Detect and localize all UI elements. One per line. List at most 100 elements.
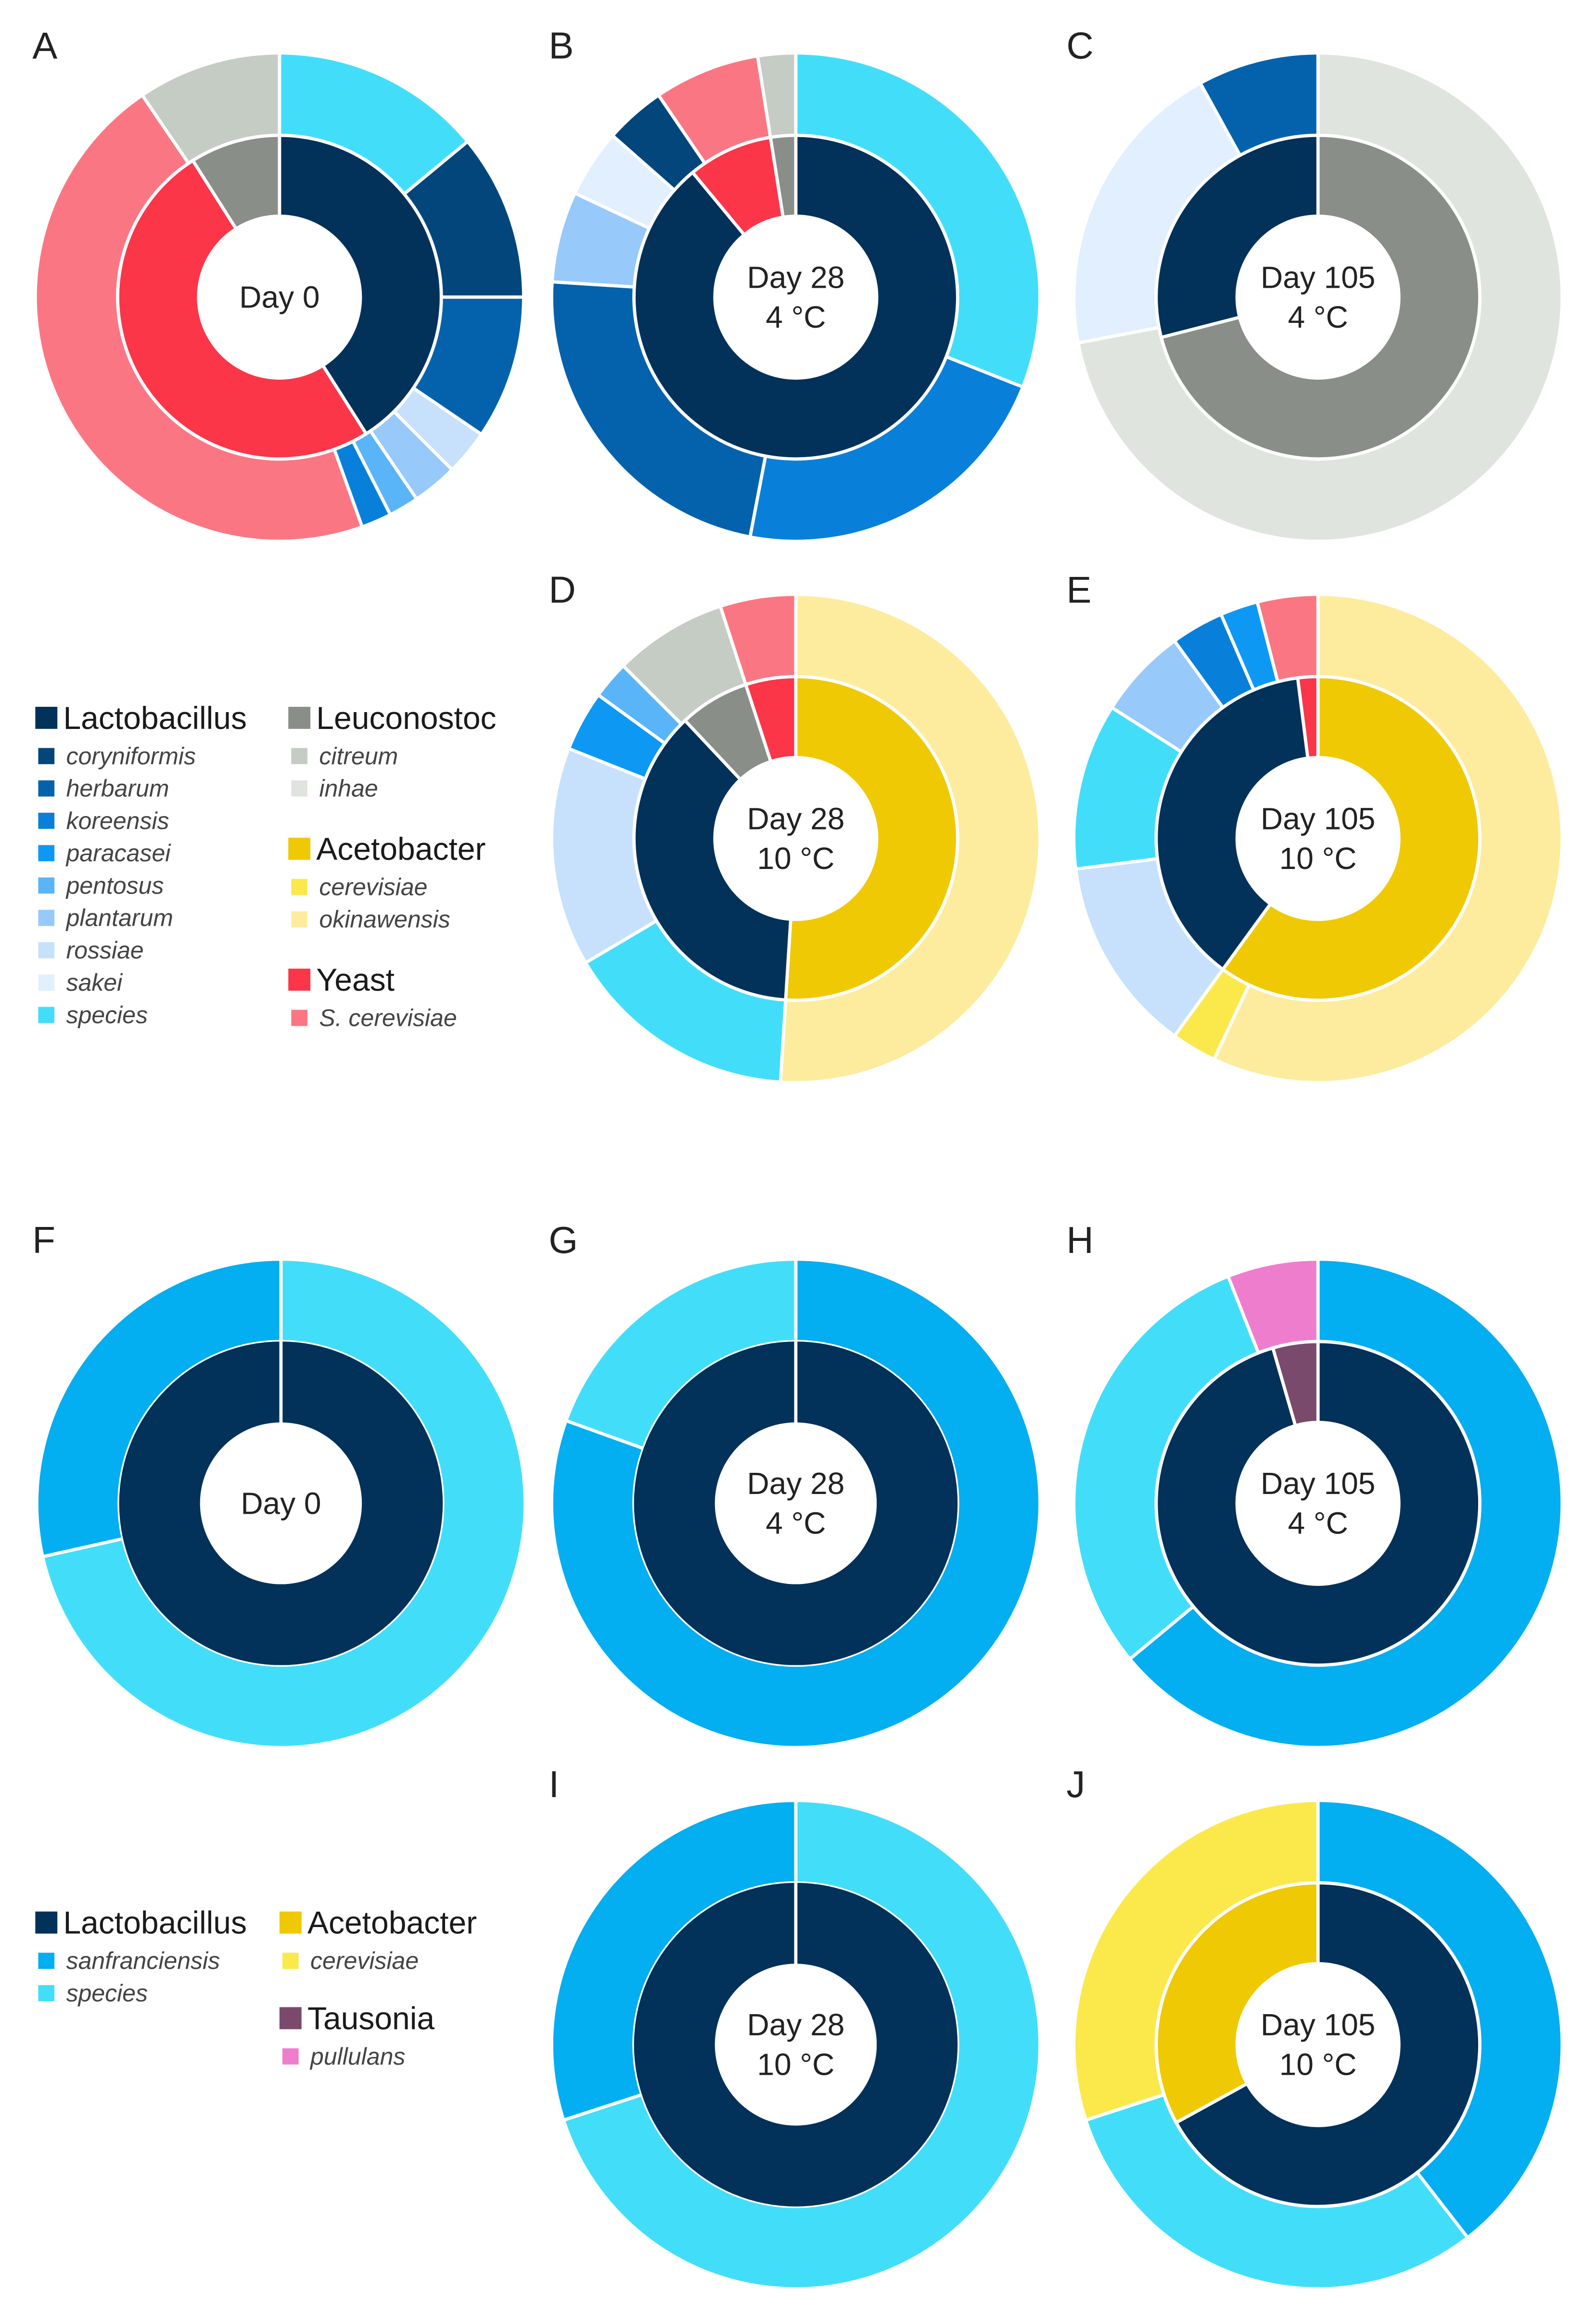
legend-species-cerevisiae: cerevisiae xyxy=(310,1947,419,1974)
legend-species-pullulans: pullulans xyxy=(309,2043,405,2070)
legend-swatch-acetobacter xyxy=(288,838,311,860)
chart-panel-i: I Day 28 10 °C xyxy=(549,1763,1042,2291)
legend-species-pentosus: pentosus xyxy=(65,872,164,899)
chart-panel-h: H Day 105 4 °C xyxy=(1066,1219,1564,1749)
center-label: 10 °C xyxy=(757,2047,835,2082)
inner-ring-slice-tausonia xyxy=(1271,1340,1320,1428)
center-label: 4 °C xyxy=(1288,300,1348,334)
chart-panel-b: B Day 28 4 °C xyxy=(549,24,1042,543)
center-label: Day 28 xyxy=(747,2007,845,2042)
donut-hole xyxy=(1237,1964,1399,2126)
panel-letter: G xyxy=(549,1219,578,1261)
legend-species-sakei: sakei xyxy=(66,969,124,996)
donut-hole xyxy=(715,216,877,378)
chart-panel-a: A Day 0 xyxy=(32,24,525,543)
center-label: Day 105 xyxy=(1261,801,1375,836)
legend-swatch-plantarum xyxy=(38,909,55,926)
legend-genus-acetobacter: Acetobacter xyxy=(307,1905,477,1941)
center-label: Day 105 xyxy=(1261,2007,1375,2042)
chart-panel-e: E Day 105 10 °C xyxy=(1066,569,1564,1085)
donut-hole xyxy=(1237,1422,1399,1584)
legend-swatch-lactobacillus xyxy=(35,706,58,729)
legend-bottom: Lactobacillus sanfranciensis species Acetob… xyxy=(35,1905,477,2070)
legend-swatch-yeast xyxy=(288,969,311,991)
center-label: Day 0 xyxy=(239,280,319,315)
legend-genus-lactobacillus: Lactobacillus xyxy=(63,1905,247,1941)
legend-swatch-species xyxy=(38,1007,55,1023)
legend-swatch-cerevisiae xyxy=(291,879,307,895)
legend-swatch-leuconostoc xyxy=(288,706,311,729)
donut-hole xyxy=(715,757,877,919)
center-label: 4 °C xyxy=(766,300,826,334)
legend-species-sanfranciensis: sanfranciensis xyxy=(66,1947,220,1974)
legend-top: Lactobacillus coryniformis herbarum koreens… xyxy=(35,700,497,1032)
center-label: Day 28 xyxy=(747,260,845,294)
outer-ring-slice-species xyxy=(562,1799,1042,2291)
center-label: Day 28 xyxy=(747,1466,845,1501)
legend-species-citreum: citreum xyxy=(319,742,398,769)
legend-species-cerevisiae: cerevisiae xyxy=(319,873,427,900)
legend-swatch-sakei xyxy=(38,974,55,991)
panel-letter: E xyxy=(1066,569,1091,611)
legend-species-coryniformis: coryniformis xyxy=(66,742,196,769)
legend-genus-leuconostoc: Leuconostoc xyxy=(316,700,496,736)
legend-swatch-coryniformis xyxy=(38,748,55,765)
panel-letter: H xyxy=(1066,1219,1093,1261)
legend-swatch-rossiae xyxy=(38,942,55,958)
legend-genus-lactobacillus: Lactobacillus xyxy=(63,700,247,736)
legend-swatch-acetobacter xyxy=(279,1911,302,1934)
inner-ring-slice-lactobacillus xyxy=(634,1883,958,2207)
legend-genus-acetobacter: Acetobacter xyxy=(316,831,485,867)
legend-genus-yeast: Yeast xyxy=(316,962,395,997)
chart-panel-g: G Day 28 4 °C xyxy=(549,1219,1042,1749)
donut-hole xyxy=(200,1422,362,1584)
legend-swatch-inhae xyxy=(291,780,307,797)
legend-swatch-koreensis xyxy=(38,813,55,829)
center-label: 10 °C xyxy=(1279,841,1357,876)
center-label: Day 105 xyxy=(1261,1466,1375,1501)
center-label: 10 °C xyxy=(757,841,835,876)
donut-hole xyxy=(198,216,360,378)
legend-species-rossiae: rossiae xyxy=(66,937,144,964)
legend-swatch-cerevisiae xyxy=(282,1953,299,1969)
legend-swatch-citreum xyxy=(291,748,307,765)
chart-panel-c: C Day 105 4 °C xyxy=(1066,24,1564,543)
legend-swatch-pentosus xyxy=(38,877,55,894)
center-label: Day 0 xyxy=(241,1486,321,1520)
panel-letter: B xyxy=(549,24,574,66)
center-label: Day 28 xyxy=(747,801,845,836)
legend-species-koreensis: koreensis xyxy=(66,807,169,834)
legend-species-okinawensis: okinawensis xyxy=(319,906,450,933)
legend-species-herbarum: herbarum xyxy=(66,775,169,802)
legend-species-inhae: inhae xyxy=(319,775,378,802)
center-label: 10 °C xyxy=(1279,2047,1357,2082)
panel-letter: D xyxy=(549,569,575,611)
legend-species-species: species xyxy=(66,1001,148,1028)
panel-letter: I xyxy=(549,1763,559,1805)
inner-ring-slice-lactobacillus xyxy=(119,1341,443,1665)
legend-swatch-paracasei xyxy=(38,845,55,861)
legend-swatch-sanfranciensis xyxy=(38,1953,55,1969)
legend-swatch-s-cerevisiae xyxy=(291,1009,307,1026)
panel-letter: A xyxy=(32,24,57,66)
legend-species-plantarum: plantarum xyxy=(65,905,173,932)
legend-species-s-cerevisiae: S. cerevisiae xyxy=(319,1005,457,1032)
legend-species-paracasei: paracasei xyxy=(65,840,172,867)
chart-panel-d: D Day 28 10 °C xyxy=(549,569,1042,1085)
center-label: 4 °C xyxy=(766,1506,826,1541)
donut-hole xyxy=(715,1422,877,1584)
inner-ring-slice-acetobacter xyxy=(784,675,959,1002)
center-label: Day 105 xyxy=(1261,260,1375,294)
legend-swatch-herbarum xyxy=(38,780,55,797)
legend-swatch-tausonia xyxy=(279,2007,302,2030)
legend-swatch-lactobacillus xyxy=(35,1911,58,1934)
panel-letter: F xyxy=(32,1219,55,1261)
legend-swatch-pullulans xyxy=(282,2048,299,2065)
chart-panel-f: F Day 0 xyxy=(32,1219,527,1749)
legend-species-species: species xyxy=(66,1979,148,2006)
panel-letter: C xyxy=(1066,24,1093,66)
donut-hole xyxy=(1237,216,1399,378)
legend-swatch-species xyxy=(38,1985,55,2002)
center-label: 4 °C xyxy=(1288,1506,1348,1541)
